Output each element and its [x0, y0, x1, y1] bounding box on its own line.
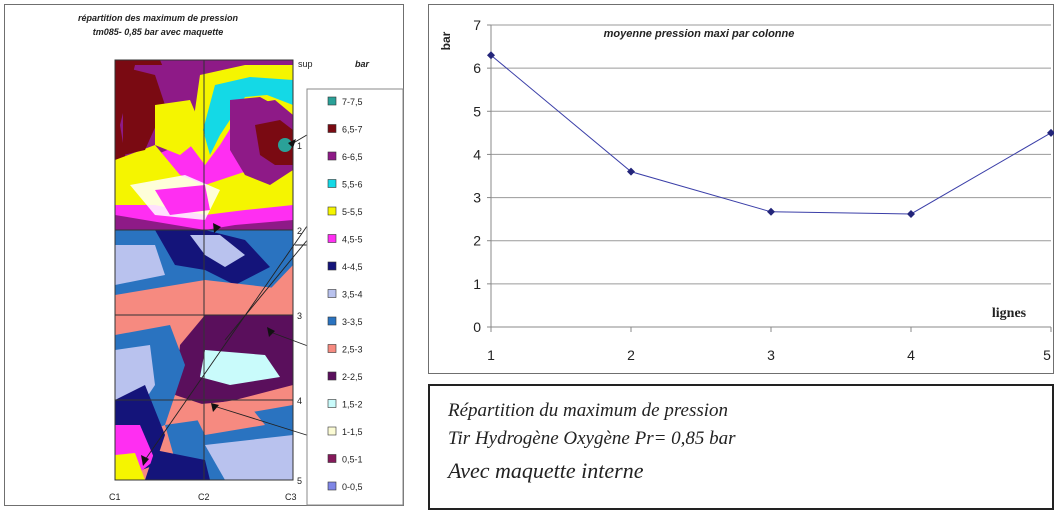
row-label: 2 [297, 226, 302, 236]
row-label-sup: sup [298, 59, 313, 69]
row-label: 4 [297, 396, 302, 406]
legend-label: 5,5-6 [342, 180, 363, 190]
y-axis-label: bar [439, 31, 453, 50]
y-gridlines [487, 24, 1051, 328]
legend-swatch [327, 261, 337, 271]
y-tick-label: 0 [473, 319, 481, 335]
x-tick-label: 3 [767, 347, 775, 363]
data-point [627, 167, 635, 176]
legend-swatch [327, 426, 337, 436]
x-axis-label: lignes [992, 306, 1027, 321]
leader-arrowheads [141, 139, 296, 466]
legend-label: 4,5-5 [342, 235, 363, 245]
column-label: C3 [285, 492, 297, 502]
y-tick-label: 5 [473, 103, 481, 119]
y-tick-label: 7 [473, 17, 481, 33]
contour-svg: sup 1 2 3 4 5 C1 C2 C3 bar 7-7,5 6,5-7 6-6… [109, 59, 404, 506]
data-point [767, 207, 775, 216]
legend-swatch [327, 206, 337, 216]
x-tick-labels: 1 2 3 4 5 [487, 327, 1052, 363]
legend-swatch [327, 454, 337, 463]
legend-label: 1-1,5 [342, 427, 363, 437]
x-tick-label: 1 [487, 347, 495, 363]
column-label: C2 [198, 492, 210, 502]
x-tick-label: 2 [627, 347, 635, 363]
y-tick-labels: 0 1 2 3 4 5 6 7 [473, 17, 481, 335]
y-tick-label: 2 [473, 233, 481, 249]
caption-line1: Répartition du maximum de pression [448, 400, 729, 421]
legend-swatch [327, 399, 337, 408]
legend-label: 3,5-4 [342, 290, 363, 300]
legend-swatch [327, 151, 337, 161]
x-tick-label: 5 [1043, 347, 1051, 363]
legend-label: 0-0,5 [342, 482, 363, 492]
contour-chart-panel: répartition des maximum de pression tm08… [4, 4, 404, 506]
legend-swatch [327, 124, 337, 133]
column-label: C1 [109, 492, 121, 502]
y-tick-label: 1 [473, 276, 481, 292]
legend-swatch [327, 234, 337, 243]
legend-label: 4-4,5 [342, 262, 363, 272]
legend-label: 7-7,5 [342, 97, 363, 107]
legend-label: 5-5,5 [342, 207, 363, 217]
series-line [490, 54, 1052, 215]
legend-label: 1,5-2 [342, 400, 363, 410]
legend-swatch [327, 316, 337, 326]
legend-label: 0,5-1 [342, 455, 363, 465]
legend-label: 2-2,5 [342, 372, 363, 382]
legend-swatch [327, 179, 337, 188]
legend-swatch [327, 96, 337, 106]
legend-title: bar [355, 59, 370, 69]
contour-grid [114, 59, 294, 481]
legend-items: 7-7,5 6,5-7 6-6,5 5,5-6 5-5,5 4,5-5 4-4,5 3,5-4… [327, 96, 363, 492]
legend-swatch [327, 289, 337, 298]
caption-line2: Tir Hydrogène Oxygène Pr= 0,85 bar [448, 428, 736, 449]
row-label: 5 [297, 476, 302, 486]
legend-swatch [327, 344, 337, 353]
y-tick-label: 3 [473, 190, 481, 206]
chart-title: moyenne pression maxi par colonne [604, 28, 795, 40]
legend-label: 2,5-3 [342, 345, 363, 355]
contour-title-line2: tm085- 0,85 bar avec maquette [92, 27, 224, 37]
legend-swatch [327, 481, 337, 491]
row-label: 3 [297, 311, 302, 321]
data-point [1047, 128, 1054, 137]
data-point [487, 51, 495, 60]
legend-label: 6,5-7 [342, 125, 363, 135]
y-tick-label: 4 [473, 146, 481, 162]
legend-swatch [327, 371, 337, 381]
legend-label: 3-3,5 [342, 317, 363, 327]
series-points [487, 51, 1054, 218]
data-point [907, 209, 915, 218]
y-tick-label: 6 [473, 60, 481, 76]
contour-title-line1: répartition des maximum de pression [77, 13, 239, 23]
legend-label: 6-6,5 [342, 152, 363, 162]
x-tick-label: 4 [907, 347, 915, 363]
caption-panel: Répartition du maximum de pression Tir H… [428, 384, 1054, 510]
legend-box [306, 88, 404, 506]
caption-line3: Avec maquette interne [448, 458, 644, 483]
row-label: 1 [297, 141, 302, 151]
